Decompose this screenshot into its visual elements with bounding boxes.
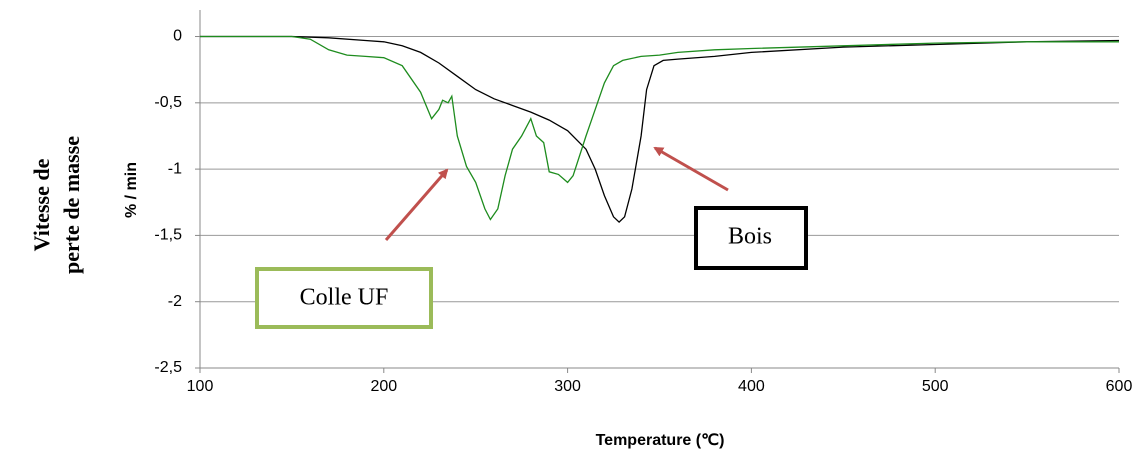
series-line xyxy=(200,35,1120,223)
annotation: Bois xyxy=(728,224,772,250)
y-tick-label: -2 xyxy=(168,293,182,310)
annotation: Colle UF xyxy=(300,285,389,311)
y-tick-label: -1,5 xyxy=(154,227,182,244)
x-tick-label: 200 xyxy=(370,378,397,395)
y-outer-title: Vitesse de xyxy=(29,158,54,251)
x-tick-label: 300 xyxy=(554,378,581,395)
y-axis-title: % / min xyxy=(123,162,140,218)
x-axis-title: Temperature (℃) xyxy=(596,432,725,449)
annotation-box xyxy=(694,206,808,270)
series-line xyxy=(200,35,1119,221)
x-tick-label: 100 xyxy=(187,378,214,395)
annotation-box xyxy=(255,267,433,329)
x-tick-label: 500 xyxy=(922,378,949,395)
y-tick-label: 0 xyxy=(173,28,182,45)
arrow xyxy=(653,146,729,192)
x-tick-label: 600 xyxy=(1106,378,1133,395)
y-tick-label: -1 xyxy=(168,160,182,177)
x-tick-label: 400 xyxy=(738,378,765,395)
y-outer-title: perte de masse xyxy=(59,136,84,274)
arrow xyxy=(384,168,449,241)
y-tick-label: -0,5 xyxy=(154,94,182,111)
y-tick-label: -2,5 xyxy=(154,359,182,376)
